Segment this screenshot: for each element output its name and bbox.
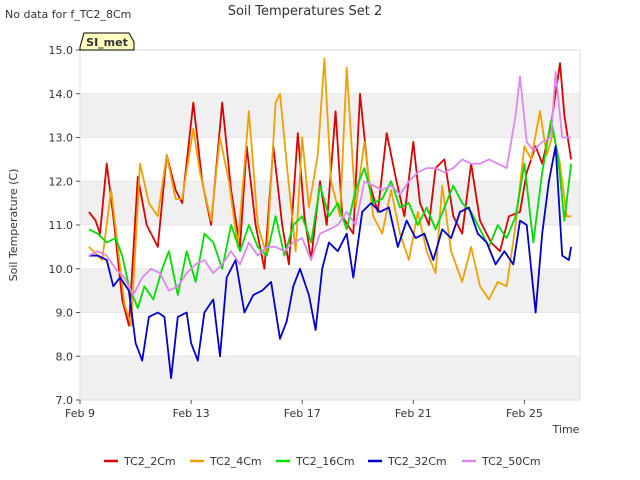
series-line-tc2-50cm: [88, 71, 572, 296]
y-axis-label: Soil Temperature (C): [7, 169, 20, 282]
x-tick-label: Feb 9: [65, 407, 95, 420]
legend-label: TC2_32Cm: [387, 455, 447, 468]
y-tick-label: 8.0: [56, 350, 74, 363]
y-tick-label: 12.0: [49, 175, 74, 188]
x-axis-label: Time: [552, 423, 580, 436]
y-tick-label: 9.0: [56, 307, 74, 320]
y-tick-label: 13.0: [49, 132, 74, 145]
series-line-tc2-2cm: [88, 62, 572, 327]
legend: TC2_2Cm TC2_4Cm TC2_16Cm TC2_32Cm TC2_50Cm: [104, 455, 541, 468]
y-tick-label: 14.0: [49, 88, 74, 101]
y-tick-label: 11.0: [49, 219, 74, 232]
chart-title: Soil Temperatures Set 2: [228, 4, 383, 19]
si-met-badge-label: SI_met: [86, 36, 128, 49]
series-line-tc2-16cm: [88, 119, 572, 309]
legend-label: TC2_2Cm: [123, 455, 176, 468]
x-tick-label: Feb 17: [284, 407, 321, 420]
axes: 7.0 8.0 9.0 10.0 11.0 12.0 13.0 14.0 15.0 Feb 9 Fe…: [49, 44, 543, 420]
x-tick-label: Feb 25: [506, 407, 543, 420]
legend-label: TC2_4Cm: [209, 455, 262, 468]
y-tick-label: 7.0: [56, 394, 74, 407]
y-tick-label: 15.0: [49, 44, 74, 57]
y-tick-label: 10.0: [49, 263, 74, 276]
x-tick-label: Feb 13: [173, 407, 210, 420]
legend-label: TC2_16Cm: [295, 455, 355, 468]
x-tick-label: Feb 21: [395, 407, 432, 420]
si-met-badge-box: [79, 32, 135, 51]
si-met-badge: SI_met: [79, 32, 135, 51]
grid-band: [80, 268, 580, 313]
series-lines: [88, 57, 572, 379]
grid-band: [80, 93, 580, 138]
grid-band: [80, 356, 580, 400]
legend-label: TC2_50Cm: [481, 455, 541, 468]
series-line-tc2-4cm: [88, 57, 572, 327]
series-line-tc2-32cm: [88, 145, 572, 379]
no-data-note: No data for f_TC2_8Cm: [5, 8, 131, 21]
